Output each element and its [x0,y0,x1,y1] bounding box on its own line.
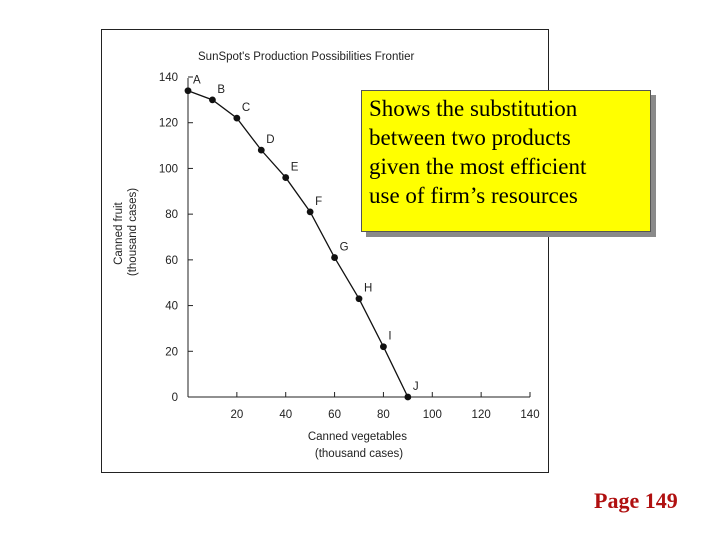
x-axis-label-line2: (thousand cases) [315,448,403,460]
x-tick-label: 140 [520,409,539,421]
ppf-point-label-h: H [364,283,372,295]
ppf-point-h [355,295,363,303]
ppf-point-c [233,114,241,122]
y-axis-label-line1: Canned fruit [113,201,125,264]
ppf-point-label-a: A [193,75,201,87]
y-tick-label: 60 [165,255,178,267]
ppf-point-label-j: J [413,381,419,393]
x-axis-ticks: 20 40 60 80 100 120 140 [230,392,540,421]
ppf-point-label-d: D [266,134,274,146]
ppf-point-label-c: C [242,102,250,114]
ppf-point-label-e: E [291,162,299,174]
callout-line-1: Shows the substitution [369,96,578,121]
ppf-point-j [404,393,412,401]
ppf-point-d [257,146,265,154]
ppf-curve [187,90,409,398]
x-axis-label-line1: Canned vegetables [308,431,407,443]
ppf-point-b [209,96,216,104]
chart-title: SunSpot's Production Possibilities Front… [198,51,414,63]
ppf-point-label-f: F [315,196,322,208]
ppf-point-a [184,87,192,95]
ppf-point-e [282,174,290,181]
ppf-point-label-g: G [340,242,349,254]
ppf-point-i [380,343,387,351]
y-tick-label: 0 [172,392,178,404]
callout-line-3: given the most efficient [369,154,587,179]
ppf-point-label-b: B [217,84,225,96]
y-axis-ticks: 0 20 40 60 80 100 120 140 [159,72,193,404]
page-reference: Page 149 [594,488,678,513]
ppf-point-g [331,254,338,261]
ppf-points: A B C D E F G H I J [184,75,419,401]
y-tick-label: 40 [165,301,178,313]
x-tick-label: 40 [279,409,292,421]
y-tick-label: 20 [165,346,178,358]
x-tick-label: 20 [230,409,243,421]
callout-line-4: use of firm’s resources [369,183,578,208]
y-tick-label: 140 [159,72,178,84]
x-tick-label: 80 [377,409,390,421]
x-axis-label: Canned vegetables (thousand cases) [308,431,410,460]
ppf-point-f [306,208,314,216]
x-tick-label: 60 [328,409,341,421]
callout-box: Shows the substitution between two produ… [361,90,651,232]
y-axis-label: Canned fruit (thousand cases) [113,188,139,276]
y-axis-label-line2: (thousand cases) [127,188,139,276]
y-tick-label: 100 [159,163,178,175]
x-tick-label: 100 [423,409,442,421]
x-tick-label: 120 [472,409,491,421]
y-tick-label: 120 [159,118,178,130]
ppf-point-label-i: I [388,331,391,343]
y-tick-label: 80 [165,209,178,221]
callout-line-2: between two products [369,125,571,150]
